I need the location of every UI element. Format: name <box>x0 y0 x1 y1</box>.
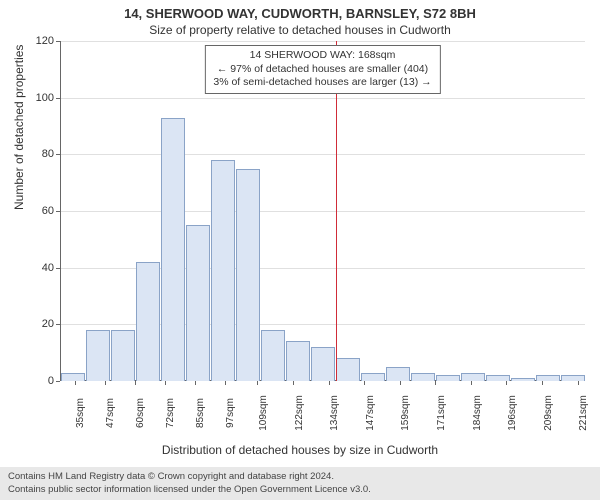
xtick-label: 159sqm <box>400 395 411 431</box>
xtick-mark <box>329 381 330 385</box>
xtick: 209sqm <box>525 381 561 441</box>
annotation-line-2: ← 97% of detached houses are smaller (40… <box>213 63 431 77</box>
xtick: 35sqm <box>60 381 90 441</box>
xtick-mark <box>75 381 76 385</box>
xtick-mark <box>105 381 106 385</box>
xtick: 85sqm <box>180 381 210 441</box>
xtick-label: 72sqm <box>165 398 176 428</box>
xtick-label: 97sqm <box>225 398 236 428</box>
annotation-line-3: 3% of semi-detached houses are larger (1… <box>213 76 431 90</box>
xtick-label: 147sqm <box>365 395 376 431</box>
xtick: 134sqm <box>311 381 347 441</box>
xtick-mark <box>471 381 472 385</box>
xtick-label: 196sqm <box>507 395 518 431</box>
histogram-bar <box>311 347 335 381</box>
xtick-mark <box>435 381 436 385</box>
xtick-mark <box>400 381 401 385</box>
xtick-mark <box>135 381 136 385</box>
xtick-label: 35sqm <box>75 398 86 428</box>
xtick-mark <box>542 381 543 385</box>
ytick-label: 40 <box>42 262 60 274</box>
xtick: 233sqm <box>596 381 600 441</box>
xtick-label: 171sqm <box>436 395 447 431</box>
xtick-label: 60sqm <box>135 398 146 428</box>
ytick-label: 60 <box>42 205 60 217</box>
xtick-label: 134sqm <box>329 395 340 431</box>
title-main: 14, SHERWOOD WAY, CUDWORTH, BARNSLEY, S7… <box>0 0 600 21</box>
plot-region: 02040608010012035sqm47sqm60sqm72sqm85sqm… <box>60 41 585 381</box>
xtick: 159sqm <box>382 381 418 441</box>
xtick-label: 221sqm <box>578 395 589 431</box>
histogram-bar <box>161 118 185 382</box>
xtick: 184sqm <box>454 381 490 441</box>
xtick: 109sqm <box>240 381 276 441</box>
histogram-bar <box>261 330 285 381</box>
histogram-bar <box>61 373 85 382</box>
ytick-label: 20 <box>42 318 60 330</box>
xtick-label: 85sqm <box>195 398 206 428</box>
xtick-mark <box>195 381 196 385</box>
attribution-line-1: Contains HM Land Registry data © Crown c… <box>8 471 592 483</box>
attribution-footer: Contains HM Land Registry data © Crown c… <box>0 467 600 500</box>
histogram-bar <box>211 160 235 381</box>
xtick-label: 47sqm <box>105 398 116 428</box>
xtick-mark <box>165 381 166 385</box>
xtick: 122sqm <box>276 381 312 441</box>
y-axis-label: Number of detached properties <box>12 45 26 210</box>
xtick-label: 209sqm <box>543 395 554 431</box>
histogram-bar <box>336 358 360 381</box>
xticks-container: 35sqm 47sqm 60sqm 72sqm 85sqm 97sqm 109sqm 122s… <box>60 381 585 441</box>
xtick: 47sqm <box>90 381 120 441</box>
ytick-label: 80 <box>42 148 60 160</box>
xtick-mark <box>506 381 507 385</box>
annotation-line-1: 14 SHERWOOD WAY: 168sqm <box>213 49 431 63</box>
histogram-bar <box>461 373 485 382</box>
histogram-bar <box>111 330 135 381</box>
annotation-box: 14 SHERWOOD WAY: 168sqm← 97% of detached… <box>204 45 440 94</box>
histogram-bar <box>386 367 410 381</box>
histogram-bar <box>411 373 435 382</box>
histogram-bar <box>136 262 160 381</box>
title-sub: Size of property relative to detached ho… <box>0 21 600 41</box>
xtick: 72sqm <box>150 381 180 441</box>
xtick-label: 184sqm <box>471 395 482 431</box>
attribution-line-2: Contains public sector information licen… <box>8 484 592 496</box>
ytick-label: 100 <box>36 92 60 104</box>
xtick-mark <box>578 381 579 385</box>
xtick-label: 109sqm <box>258 395 269 431</box>
xtick: 97sqm <box>210 381 240 441</box>
xtick: 147sqm <box>347 381 383 441</box>
ytick-label: 0 <box>48 375 60 387</box>
xtick-mark <box>364 381 365 385</box>
xtick-mark <box>225 381 226 385</box>
xtick-mark <box>293 381 294 385</box>
xtick-mark <box>257 381 258 385</box>
chart-area: 02040608010012035sqm47sqm60sqm72sqm85sqm… <box>60 41 585 381</box>
histogram-bar <box>186 225 210 381</box>
histogram-bar <box>86 330 110 381</box>
histogram-bar <box>236 169 260 382</box>
xtick-label: 122sqm <box>293 395 304 431</box>
x-axis-label: Distribution of detached houses by size … <box>0 443 600 457</box>
xtick: 196sqm <box>489 381 525 441</box>
xtick: 171sqm <box>418 381 454 441</box>
histogram-bar <box>361 373 385 382</box>
histogram-bar <box>286 341 310 381</box>
xtick: 221sqm <box>560 381 596 441</box>
ytick-label: 120 <box>36 35 60 47</box>
xtick: 60sqm <box>120 381 150 441</box>
